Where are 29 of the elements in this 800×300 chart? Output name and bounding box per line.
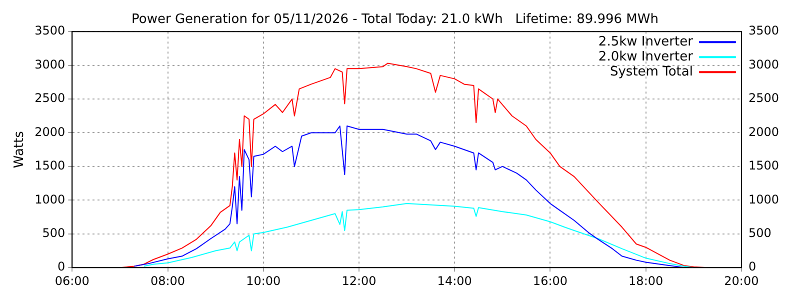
y-tick-label: 0 [58,260,66,274]
legend-label: System Total [610,64,693,80]
x-tick-label: 06:00 [54,274,90,288]
y-tick-label: 2500 [34,91,66,106]
x-tick-label: 20:00 [724,274,759,288]
y-tick-label: 3500 [34,24,66,38]
y-tick-label: 1500 [34,158,66,173]
y2-tick-label: 1000 [748,192,780,206]
legend-label: 2.0kw Inverter [598,49,694,64]
y2-tick-label: 3000 [748,57,780,72]
x-tick-label: 14:00 [437,274,472,288]
x-tick-label: 08:00 [150,274,186,288]
y2-tick-label: 1500 [748,158,780,173]
x-tick-label: 12:00 [342,274,376,288]
y2-tick-label: 0 [748,260,756,274]
y2-tick-label: 2000 [748,124,780,139]
y-tick-label: 1000 [34,192,66,206]
x-tick-label: 18:00 [628,274,664,288]
y2-tick-label: 3500 [748,24,780,38]
y-tick-label: 2000 [34,124,66,139]
y-axis-title: Watts [12,130,28,168]
chart-title: Power Generation for 05/11/2026 - Total Today: 21.0 kWh Lifetime: 89.996 MWh [132,12,658,28]
y-tick-label: 3000 [34,57,66,72]
legend-label: 2.5kw Inverter [598,34,694,50]
y-tick-label: 500 [42,226,66,240]
y2-tick-label: 2500 [748,91,780,106]
x-tick-label: 16:00 [532,274,568,288]
y2-tick-label: 500 [748,226,772,240]
x-tick-label: 10:00 [246,274,281,288]
